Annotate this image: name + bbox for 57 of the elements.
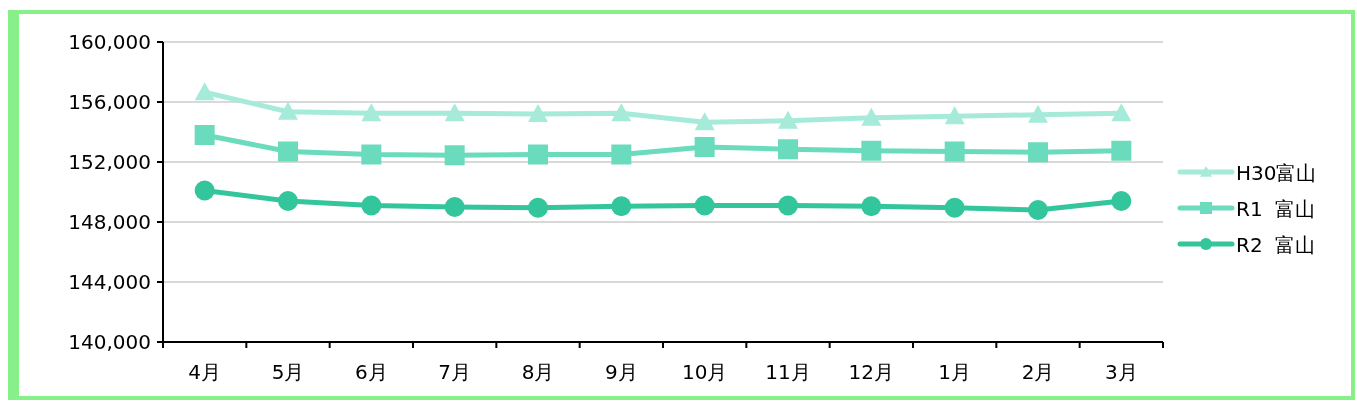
x-tick-label: 5月 <box>271 360 305 384</box>
point <box>1028 200 1048 220</box>
x-tick-label: 11月 <box>765 360 811 384</box>
point <box>694 137 715 157</box>
point <box>611 144 632 165</box>
point <box>861 196 882 217</box>
point <box>528 197 548 218</box>
point <box>778 110 798 129</box>
point <box>361 195 382 216</box>
point <box>444 145 465 166</box>
point <box>444 103 465 122</box>
point <box>278 191 298 211</box>
point <box>778 139 798 160</box>
point <box>361 103 382 122</box>
point <box>944 197 965 218</box>
x-tick-label: 7月 <box>438 360 472 384</box>
point <box>1111 140 1132 161</box>
point <box>694 112 715 131</box>
point <box>361 144 382 165</box>
point <box>194 82 215 101</box>
x-tick-label: 12月 <box>848 360 895 384</box>
point <box>194 125 215 145</box>
x-tick-label: 6月 <box>354 360 388 384</box>
point <box>861 107 882 126</box>
y-tick-label: 148,000 <box>68 210 151 234</box>
point <box>861 140 882 161</box>
point <box>278 101 298 120</box>
point <box>444 197 465 217</box>
point <box>944 106 965 125</box>
x-tick-label: 3月 <box>1104 360 1138 384</box>
point <box>944 141 965 162</box>
y-tick-label: 152,000 <box>68 150 151 174</box>
point <box>611 196 632 217</box>
point <box>1028 104 1048 123</box>
point <box>278 141 298 162</box>
legend-label: R1 富山 <box>1236 197 1316 221</box>
legend-label: H30富山 <box>1236 161 1317 185</box>
point <box>528 144 548 165</box>
point <box>694 195 715 216</box>
point <box>778 195 798 216</box>
x-tick-label: 10月 <box>681 360 728 384</box>
x-tick-label: 8月 <box>521 360 555 384</box>
y-tick-label: 144,000 <box>68 270 151 294</box>
x-tick-label: 4月 <box>188 360 222 384</box>
point <box>528 104 548 122</box>
point <box>1111 103 1132 122</box>
x-tick-label: 9月 <box>604 360 638 384</box>
y-tick-label: 160,000 <box>68 30 151 54</box>
y-tick-label: 156,000 <box>68 90 151 114</box>
point <box>194 180 215 201</box>
x-tick-label: 1月 <box>938 360 972 384</box>
point <box>1111 191 1132 211</box>
point <box>1028 142 1048 163</box>
y-tick-label: 140,000 <box>68 330 151 354</box>
legend-label: R2 富山 <box>1236 233 1316 257</box>
point <box>611 103 632 122</box>
x-tick-label: 2月 <box>1021 360 1055 384</box>
